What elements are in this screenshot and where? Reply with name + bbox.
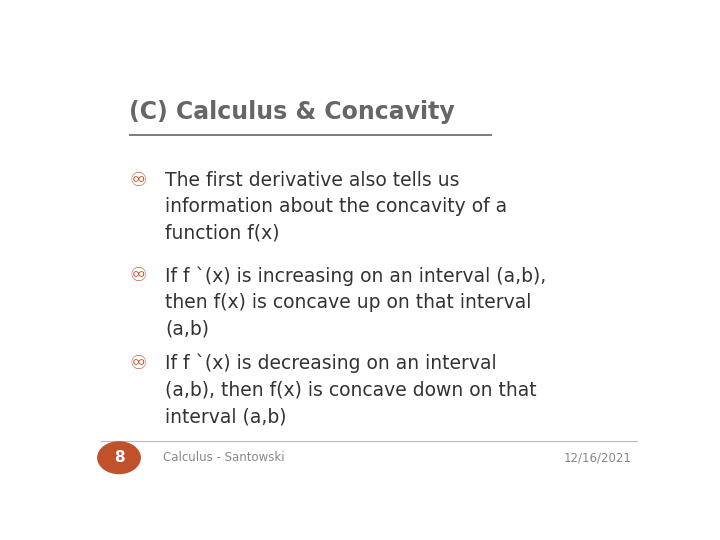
Text: ♾: ♾ (129, 266, 147, 286)
Text: (C) Calculus & Concavity: (C) Calculus & Concavity (129, 100, 455, 124)
Text: Calculus - Santowski: Calculus - Santowski (163, 451, 284, 464)
Text: If f `(x) is decreasing on an interval
(a,b), then f(x) is concave down on that
: If f `(x) is decreasing on an interval (… (166, 354, 537, 426)
Text: ♾: ♾ (129, 354, 147, 373)
FancyBboxPatch shape (79, 60, 660, 485)
Text: If f `(x) is increasing on an interval (a,b),
then f(x) is concave up on that in: If f `(x) is increasing on an interval (… (166, 266, 546, 339)
Text: 12/16/2021: 12/16/2021 (563, 451, 631, 464)
Text: 8: 8 (114, 450, 125, 465)
Text: The first derivative also tells us
information about the concavity of a
function: The first derivative also tells us infor… (166, 171, 508, 243)
Circle shape (98, 442, 140, 474)
Text: ♾: ♾ (129, 171, 147, 190)
